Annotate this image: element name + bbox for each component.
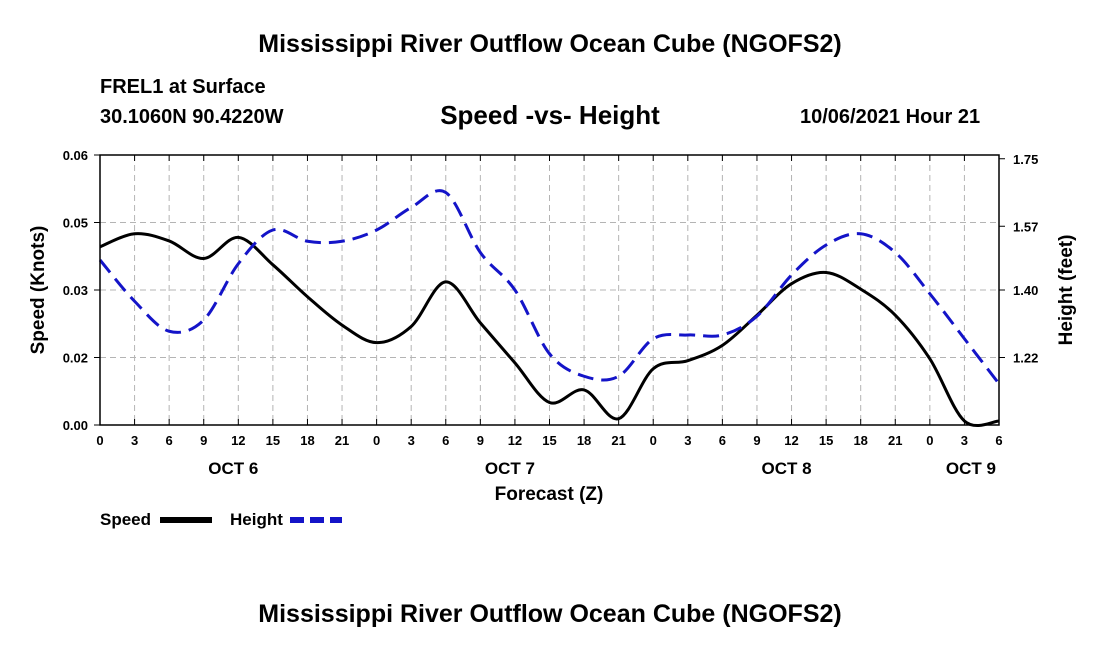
x-tick-label: 15 [266,433,280,448]
y2-tick-label: 1.40 [1013,283,1038,298]
x-tick-label: 0 [926,433,933,448]
x-tick-label: 3 [961,433,968,448]
x-tick-label: 15 [542,433,556,448]
x-tick-label: 9 [753,433,760,448]
x-tick-label: 0 [650,433,657,448]
x-tick-label: 12 [784,433,798,448]
y-tick-label: 0.02 [63,351,88,366]
forecast-datetime: 10/06/2021 Hour 21 [800,106,981,128]
x-tick-label: 12 [231,433,245,448]
x-tick-label: 6 [442,433,449,448]
x-axis-title: Forecast (Z) [495,484,604,505]
x-tick-label: 21 [611,433,625,448]
day-label: OCT 6 [208,459,258,478]
x-tick-label: 0 [373,433,380,448]
station-coordinates: 30.1060N 90.4220W [100,106,284,128]
x-tick-label: 15 [819,433,833,448]
y2-tick-label: 1.75 [1013,152,1038,167]
legend-height-label: Height [230,510,283,529]
x-tick-label: 18 [577,433,591,448]
chart-subtitle: Speed -vs- Height [440,100,660,130]
legend-speed-label: Speed [100,510,151,529]
y-tick-label: 0.03 [63,283,88,298]
legend: Speed Height [100,510,342,529]
y2-tick-label: 1.22 [1013,351,1038,366]
footer-title: Mississippi River Outflow Ocean Cube (NG… [258,600,842,628]
x-tick-label: 6 [719,433,726,448]
x-tick-label: 12 [508,433,522,448]
x-tick-label: 18 [853,433,867,448]
series-layer [98,189,1001,427]
y-axis-title: Speed (Knots) [28,226,49,355]
day-label: OCT 8 [762,459,812,478]
y-tick-label: 0.05 [63,216,88,231]
x-tick-label: 3 [408,433,415,448]
y2-axis-title: Height (feet) [1056,235,1077,346]
chart-main-title: Mississippi River Outflow Ocean Cube (NG… [258,30,842,58]
station-label: FREL1 at Surface [100,76,266,98]
y-tick-label: 0.06 [63,148,88,163]
x-tick-label: 21 [335,433,349,448]
x-tick-label: 21 [888,433,902,448]
speed-series-line [99,232,1000,427]
day-label: OCT 7 [485,459,535,478]
x-tick-label: 18 [300,433,314,448]
x-tick-label: 6 [995,433,1002,448]
x-tick-label: 0 [96,433,103,448]
x-tick-label: 3 [131,433,138,448]
x-tick-label: 3 [684,433,691,448]
tick-marks [94,154,1005,426]
x-tick-label: 9 [477,433,484,448]
day-label: OCT 9 [946,459,996,478]
height-series-line [98,189,1001,385]
y2-tick-label: 1.57 [1013,219,1038,234]
x-tick-label: 6 [166,433,173,448]
axis-labels: 0 3 6 9 12 15 18 21 0 3 6 9 12 15 18 21 0 3 6 9 12 15 18 21 0 3 6 O… [63,148,1039,478]
y-tick-label: 0.00 [63,418,88,433]
x-tick-label: 9 [200,433,207,448]
